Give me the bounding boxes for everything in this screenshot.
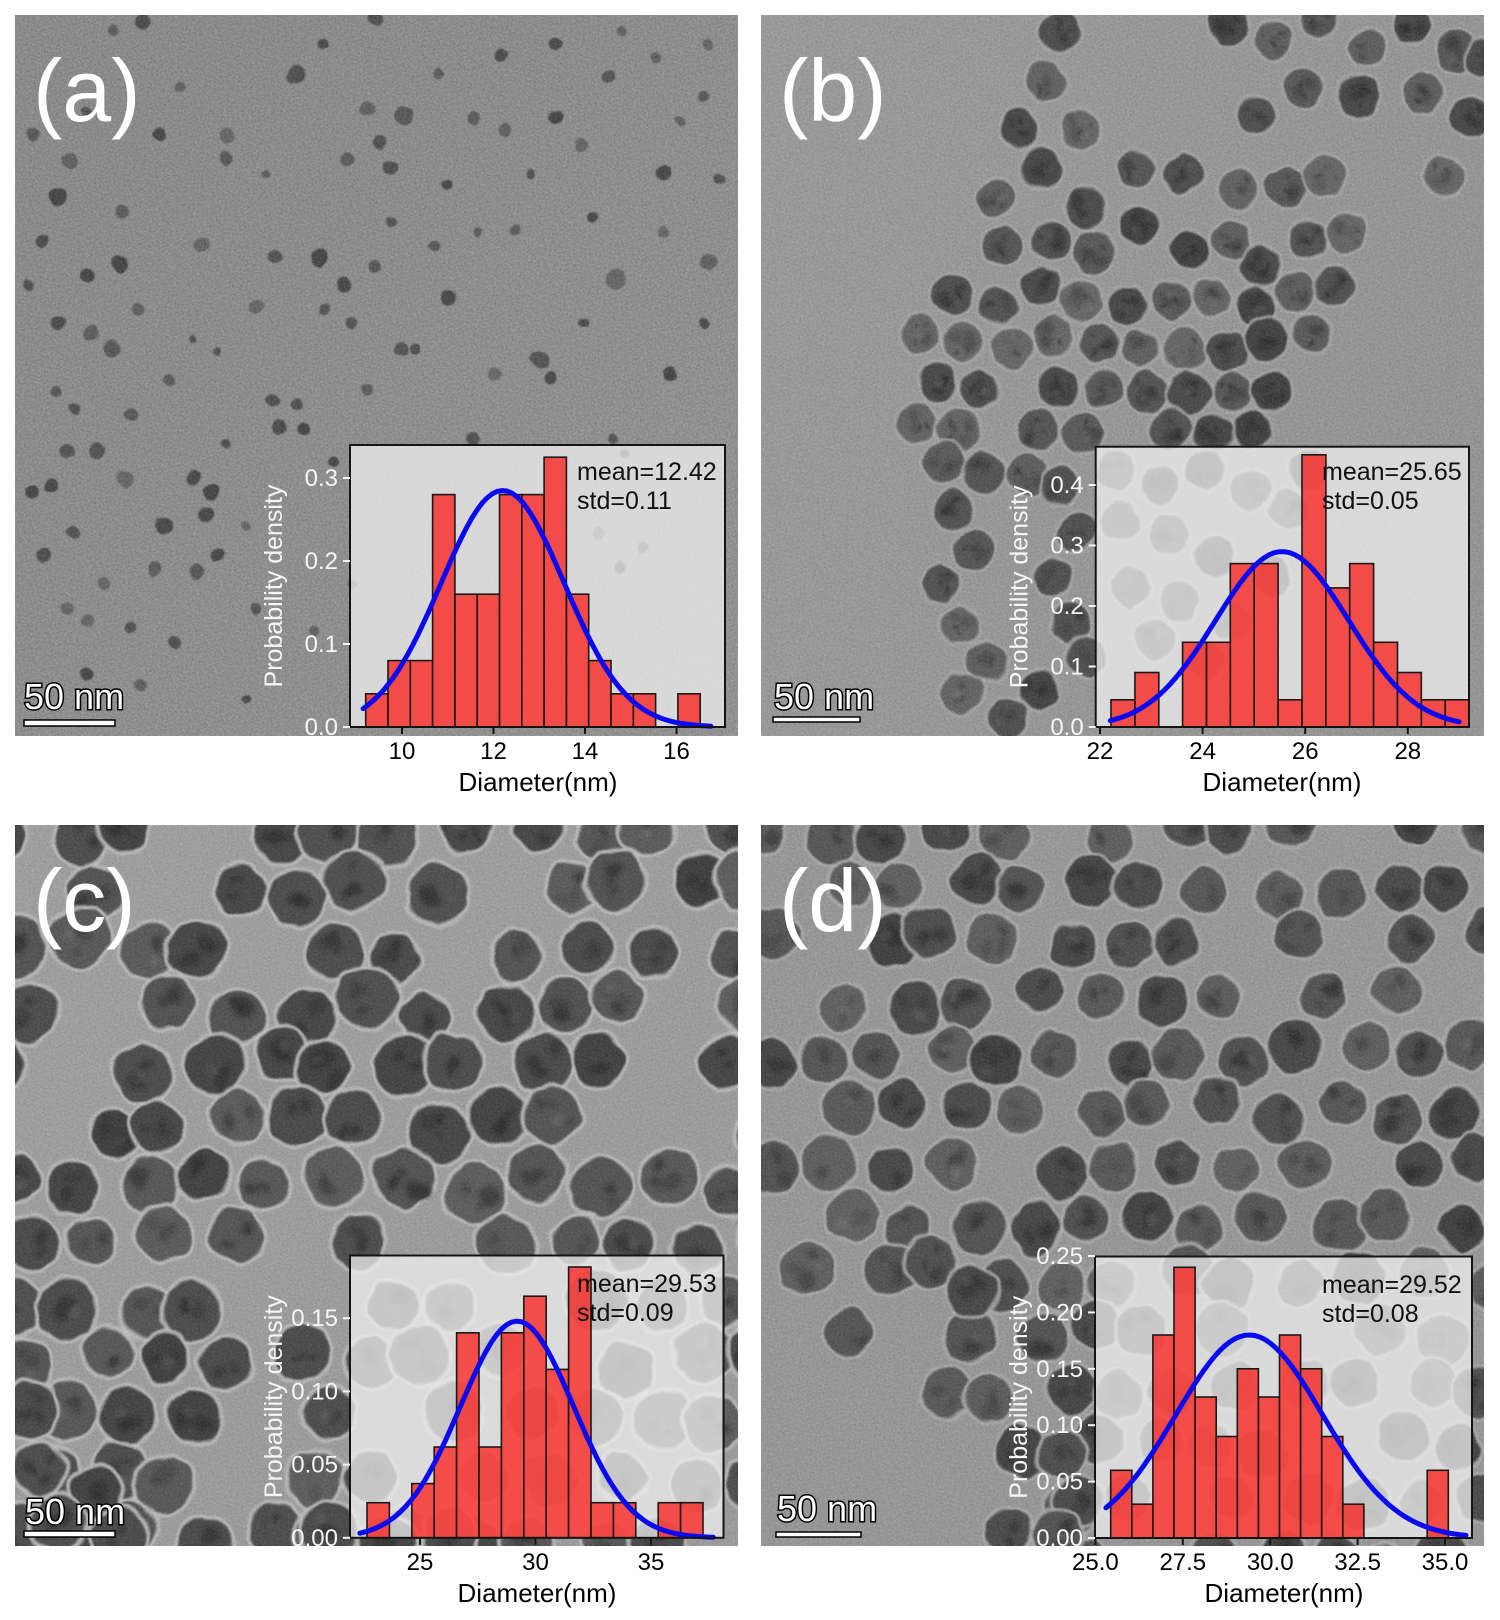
svg-text:mean=29.53: mean=29.53 [577, 1270, 717, 1298]
svg-text:Diameter(nm): Diameter(nm) [1203, 767, 1362, 797]
svg-text:25.0: 25.0 [1072, 1549, 1119, 1576]
svg-text:0.05: 0.05 [1036, 1469, 1083, 1496]
svg-text:Diameter(nm): Diameter(nm) [1205, 1578, 1364, 1608]
svg-text:0.0: 0.0 [1050, 714, 1083, 741]
svg-text:Diameter(nm): Diameter(nm) [459, 767, 618, 797]
svg-text:22: 22 [1087, 738, 1114, 765]
svg-text:35.0: 35.0 [1422, 1549, 1469, 1576]
svg-text:0.1: 0.1 [1050, 654, 1083, 681]
svg-text:12: 12 [480, 738, 507, 765]
svg-text:0.0: 0.0 [305, 714, 338, 741]
svg-text:16: 16 [663, 738, 690, 765]
svg-text:Probability density: Probability density [260, 484, 288, 687]
svg-text:50 nm: 50 nm [774, 676, 874, 717]
svg-text:mean=12.42: mean=12.42 [577, 458, 717, 486]
svg-text:30.0: 30.0 [1247, 1549, 1294, 1576]
svg-text:50 nm: 50 nm [777, 1488, 877, 1529]
svg-text:0.25: 0.25 [1036, 1243, 1083, 1270]
svg-text:0.10: 0.10 [291, 1378, 338, 1405]
svg-text:std=0.05: std=0.05 [1322, 487, 1419, 515]
svg-text:30: 30 [522, 1549, 549, 1576]
svg-text:Diameter(nm): Diameter(nm) [458, 1578, 617, 1608]
svg-text:10: 10 [389, 738, 416, 765]
svg-text:0.10: 0.10 [1036, 1412, 1083, 1439]
svg-text:14: 14 [572, 738, 599, 765]
svg-text:Probability density: Probability density [260, 1295, 288, 1498]
svg-text:(a): (a) [33, 41, 141, 140]
svg-text:0.2: 0.2 [305, 548, 338, 575]
svg-text:std=0.09: std=0.09 [577, 1299, 674, 1327]
svg-text:27.5: 27.5 [1159, 1549, 1206, 1576]
svg-text:25: 25 [407, 1549, 434, 1576]
svg-text:28: 28 [1394, 738, 1421, 765]
svg-text:(b): (b) [779, 41, 887, 140]
svg-text:24: 24 [1189, 738, 1216, 765]
svg-text:0.3: 0.3 [305, 465, 338, 492]
svg-text:mean=25.65: mean=25.65 [1322, 458, 1462, 486]
svg-text:0.05: 0.05 [291, 1452, 338, 1479]
svg-text:0.2: 0.2 [1050, 593, 1083, 620]
svg-text:35: 35 [638, 1549, 665, 1576]
svg-text:0.00: 0.00 [1036, 1525, 1083, 1552]
svg-text:0.1: 0.1 [305, 631, 338, 658]
svg-text:std=0.11: std=0.11 [577, 487, 672, 515]
svg-text:50 nm: 50 nm [24, 676, 124, 717]
svg-text:std=0.08: std=0.08 [1322, 1300, 1419, 1328]
svg-text:32.5: 32.5 [1334, 1549, 1381, 1576]
svg-text:0.15: 0.15 [291, 1305, 338, 1332]
svg-text:Probability density: Probability density [1005, 1295, 1033, 1498]
svg-text:50 nm: 50 nm [25, 1491, 125, 1532]
svg-text:0.20: 0.20 [1036, 1299, 1083, 1326]
svg-text:0.4: 0.4 [1050, 472, 1083, 499]
svg-text:Probability density: Probability density [1006, 485, 1034, 688]
svg-text:0.00: 0.00 [291, 1525, 338, 1552]
svg-text:mean=29.52: mean=29.52 [1322, 1271, 1462, 1299]
svg-text:26: 26 [1292, 738, 1319, 765]
svg-text:0.3: 0.3 [1050, 533, 1083, 560]
svg-text:0.15: 0.15 [1036, 1356, 1083, 1383]
svg-text:(d): (d) [779, 851, 887, 950]
svg-text:(c): (c) [33, 851, 136, 950]
